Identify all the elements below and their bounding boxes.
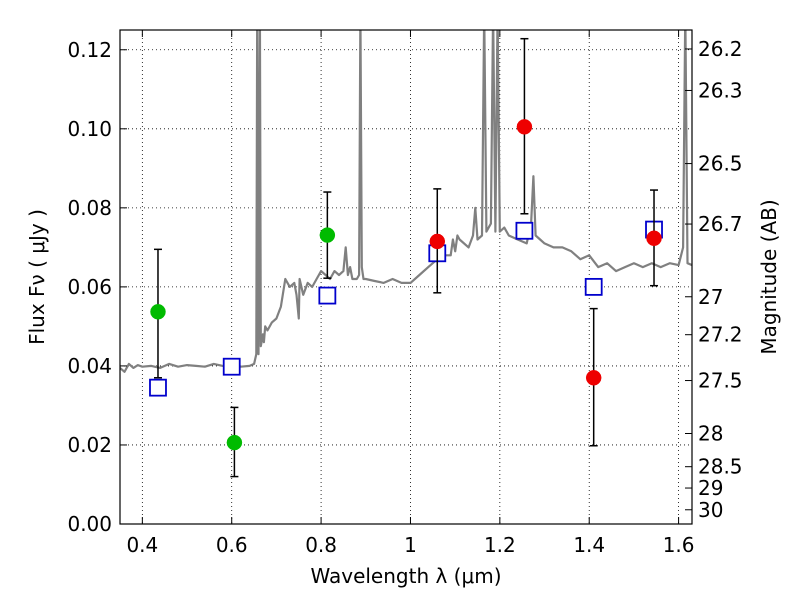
spectrum-line <box>120 30 692 373</box>
x-tick-label: 1.6 <box>663 533 695 557</box>
data-point <box>516 119 533 135</box>
data-point <box>150 304 166 320</box>
x-axis-label: Wavelength λ (μm) <box>310 564 501 588</box>
spectrum-layer <box>120 30 692 373</box>
right-axis-label: Magnitude (AB) <box>757 199 781 354</box>
y-tick-label: 0.00 <box>67 512 112 536</box>
right-tick-label: 26.7 <box>698 212 743 236</box>
y-tick-label: 0.10 <box>67 117 112 141</box>
y-tick-label: 0.08 <box>67 196 112 220</box>
model-square-point <box>222 357 241 376</box>
right-tick-label: 30 <box>698 498 723 522</box>
ticks: 0.4 0.6 0.8 1 1.2 1.4 1.6 0.00 0.02 0.04 0.06 0.08 0… <box>67 30 743 557</box>
y-tick-label: 0.02 <box>67 433 112 457</box>
right-tick-label: 29 <box>698 476 723 500</box>
x-tick-label: 1.2 <box>484 533 516 557</box>
right-tick-label: 26.5 <box>698 152 743 176</box>
y-tick-label: 0.12 <box>67 38 112 62</box>
right-tick-label: 27.2 <box>698 323 743 347</box>
y-tick-label: 0.06 <box>67 275 112 299</box>
model-square-point <box>318 286 337 305</box>
data-point <box>226 434 243 451</box>
data-point <box>319 227 336 243</box>
y-tick-label: 0.04 <box>67 354 112 378</box>
plot-frame <box>119 29 693 525</box>
right-tick-label: 27 <box>698 285 723 309</box>
x-tick-label: 1 <box>404 533 417 557</box>
plot-background <box>120 30 692 524</box>
data-point <box>429 233 446 250</box>
model-square-point <box>149 378 167 397</box>
right-tick-label: 27.5 <box>698 369 743 393</box>
marks <box>149 37 663 478</box>
right-tick-label: 26.2 <box>698 37 743 61</box>
right-tick-label: 26.3 <box>698 78 743 102</box>
x-tick-label: 0.4 <box>126 533 158 557</box>
x-tick-label: 1.4 <box>573 533 605 557</box>
y-axis-label: Flux Fν ( μJy ) <box>25 209 49 345</box>
right-tick-label: 28.5 <box>698 455 743 479</box>
right-tick-label: 28 <box>698 421 723 445</box>
model-square-point <box>515 221 534 240</box>
model-square-point <box>584 277 603 296</box>
x-tick-label: 0.6 <box>216 533 248 557</box>
data-point <box>646 230 662 247</box>
x-tick-label: 0.8 <box>305 533 337 557</box>
data-point <box>585 370 602 386</box>
